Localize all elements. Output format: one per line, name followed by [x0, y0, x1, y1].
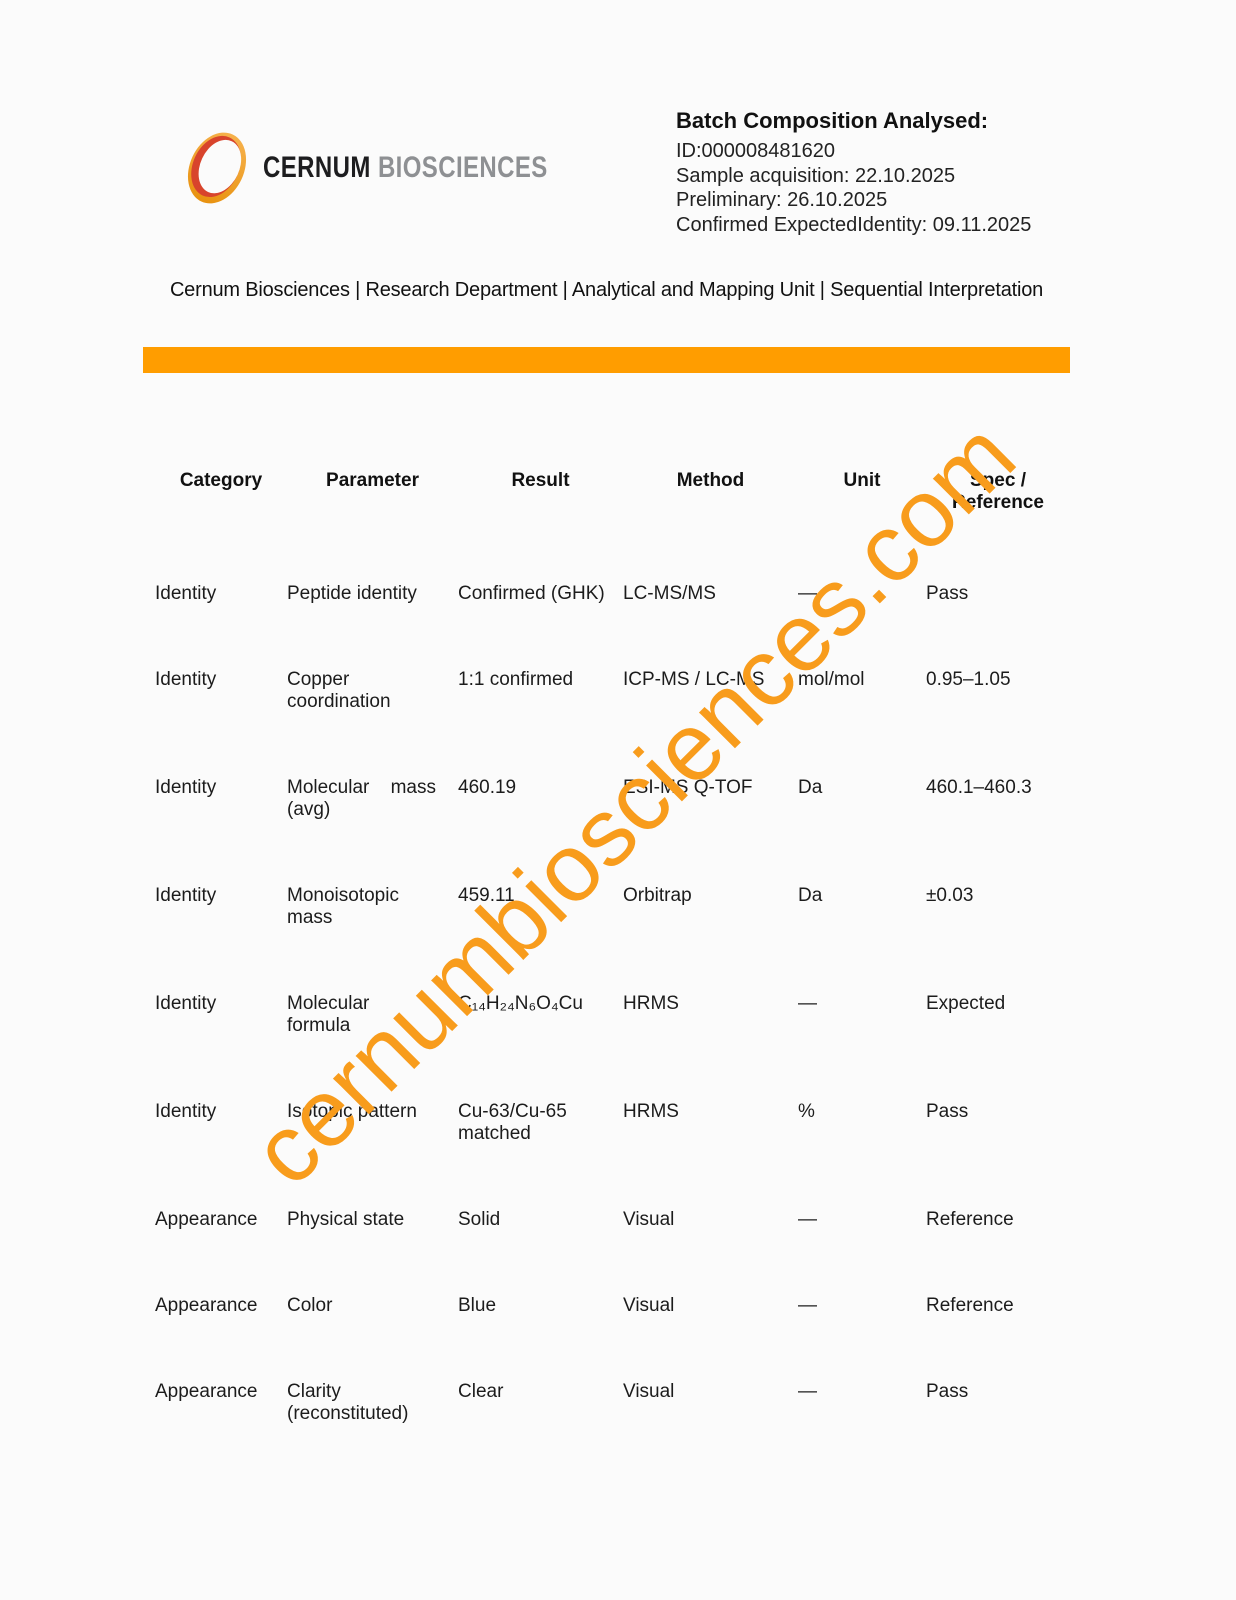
- cell-parameter: Peptide identity: [287, 583, 417, 604]
- cell-category: Identity: [155, 669, 217, 690]
- cell-category: Appearance: [155, 1295, 258, 1316]
- table-row: Identity Peptide identity Confirmed (GHK…: [155, 583, 1070, 669]
- cell-unit: —: [798, 1381, 817, 1402]
- logo-wordmark: CERNUM BIOSCIENCES: [263, 151, 548, 185]
- cell-parameter: Isotopic pattern: [287, 1101, 417, 1122]
- col-header-spec-reference: Spec / Reference: [952, 470, 1044, 513]
- cell-spec: Pass: [926, 583, 969, 604]
- table-row: Identity Molecular formula C₁₄H₂₄N₆O₄Cu …: [155, 993, 1070, 1101]
- table-row: Appearance Clarity (reconstituted) Clear…: [155, 1381, 1070, 1489]
- col-header-unit: Unit: [843, 470, 881, 491]
- table-row: Identity Monoisotopic mass 459.11 Orbitr…: [155, 885, 1070, 993]
- col-header-result: Result: [511, 470, 570, 491]
- cell-parameter: Molecular mass (avg): [287, 777, 436, 820]
- department-line: Cernum Biosciences | Research Department…: [169, 279, 1044, 301]
- cell-unit: —: [798, 993, 817, 1014]
- cell-unit: —: [798, 1295, 817, 1316]
- letterhead: CERNUM BIOSCIENCES Batch Composition Anal…: [185, 108, 1046, 237]
- col-header-category: Category: [179, 470, 263, 491]
- cell-spec: Pass: [926, 1381, 969, 1402]
- cell-result: Blue: [458, 1295, 497, 1316]
- cell-method: HRMS: [623, 1101, 679, 1122]
- cell-spec: 460.1–460.3: [926, 777, 1032, 798]
- batch-title: Batch Composition Analysed:: [676, 108, 989, 133]
- batch-id-line: ID:000008481620: [676, 140, 836, 162]
- cell-unit: %: [798, 1101, 815, 1122]
- cell-unit: Da: [798, 777, 823, 798]
- table-row: Appearance Color Blue Visual — Reference: [155, 1295, 1070, 1381]
- cell-spec: Pass: [926, 1101, 969, 1122]
- col-header-method: Method: [676, 470, 745, 491]
- cell-category: Identity: [155, 777, 217, 798]
- logo-text-secondary: BIOSCIENCES: [377, 151, 548, 184]
- cell-method: LC-MS/MS: [623, 583, 716, 604]
- cell-unit: Da: [798, 885, 823, 906]
- cell-result: 460.19: [458, 777, 517, 798]
- batch-confirmed-line: Confirmed ExpectedIdentity: 09.11.2025: [676, 213, 1032, 236]
- cell-parameter: Clarity (reconstituted): [287, 1381, 409, 1424]
- cell-result: Clear: [458, 1381, 504, 1402]
- cell-parameter: Physical state: [287, 1209, 405, 1230]
- cell-method: Visual: [623, 1295, 675, 1316]
- cell-unit: —: [798, 583, 817, 604]
- cell-category: Identity: [155, 993, 217, 1014]
- table-header-row: Category Parameter Result Method Unit Sp…: [155, 470, 1070, 583]
- cell-parameter: Monoisotopic mass: [287, 885, 399, 928]
- results-table: Category Parameter Result Method Unit Sp…: [155, 470, 1070, 1489]
- table-row: Appearance Physical state Solid Visual —…: [155, 1209, 1070, 1295]
- company-logo: CERNUM BIOSCIENCES: [185, 126, 619, 210]
- cell-spec: Reference: [926, 1209, 1014, 1230]
- cell-spec: ±0.03: [926, 885, 974, 906]
- cell-result: C₁₄H₂₄N₆O₄Cu: [458, 993, 583, 1014]
- cell-category: Identity: [155, 1101, 217, 1122]
- cell-category: Appearance: [155, 1381, 258, 1402]
- cell-result: 1:1 confirmed: [458, 669, 574, 690]
- cell-parameter: Molecular formula: [287, 993, 370, 1036]
- batch-preliminary-line: Preliminary: 26.10.2025: [676, 189, 888, 211]
- cell-unit: —: [798, 1209, 817, 1230]
- cell-spec: Reference: [926, 1295, 1014, 1316]
- logo-ring-icon: [187, 132, 247, 204]
- table-row: Identity Molecular mass (avg) 460.19 ESI…: [155, 777, 1070, 885]
- batch-info-block: Batch Composition Analysed: ID:000008481…: [676, 108, 1046, 237]
- cell-parameter: Color: [287, 1295, 333, 1316]
- batch-sample-acquisition-line: Sample acquisition: 22.10.2025: [676, 164, 956, 187]
- cell-result: 459.11: [458, 885, 515, 906]
- cell-category: Appearance: [155, 1209, 258, 1230]
- cell-category: Identity: [155, 583, 217, 604]
- cell-method: ESI-MS Q-TOF: [623, 777, 753, 798]
- cell-parameter: Copper coordination: [287, 669, 391, 712]
- cell-category: Identity: [155, 885, 217, 906]
- table-row: Identity Copper coordination 1:1 confirm…: [155, 669, 1070, 777]
- cell-method: Orbitrap: [623, 885, 692, 906]
- cell-method: Visual: [623, 1381, 675, 1402]
- table-row: Identity Isotopic pattern Cu-63/Cu-65 ma…: [155, 1101, 1070, 1209]
- logo-text-primary: CERNUM: [263, 151, 371, 184]
- col-header-parameter: Parameter: [326, 470, 419, 491]
- cell-unit: mol/mol: [798, 669, 865, 690]
- cell-spec: Expected: [926, 993, 1006, 1014]
- cell-spec: 0.95–1.05: [926, 669, 1011, 690]
- cell-result: Solid: [458, 1209, 501, 1230]
- cell-method: Visual: [623, 1209, 675, 1230]
- cell-result: Cu-63/Cu-65 matched: [458, 1101, 567, 1144]
- cell-method: HRMS: [623, 993, 679, 1014]
- cell-method: ICP-MS / LC-MS: [623, 669, 765, 690]
- accent-bar: [143, 347, 1070, 373]
- cell-result: Confirmed (GHK): [458, 583, 605, 604]
